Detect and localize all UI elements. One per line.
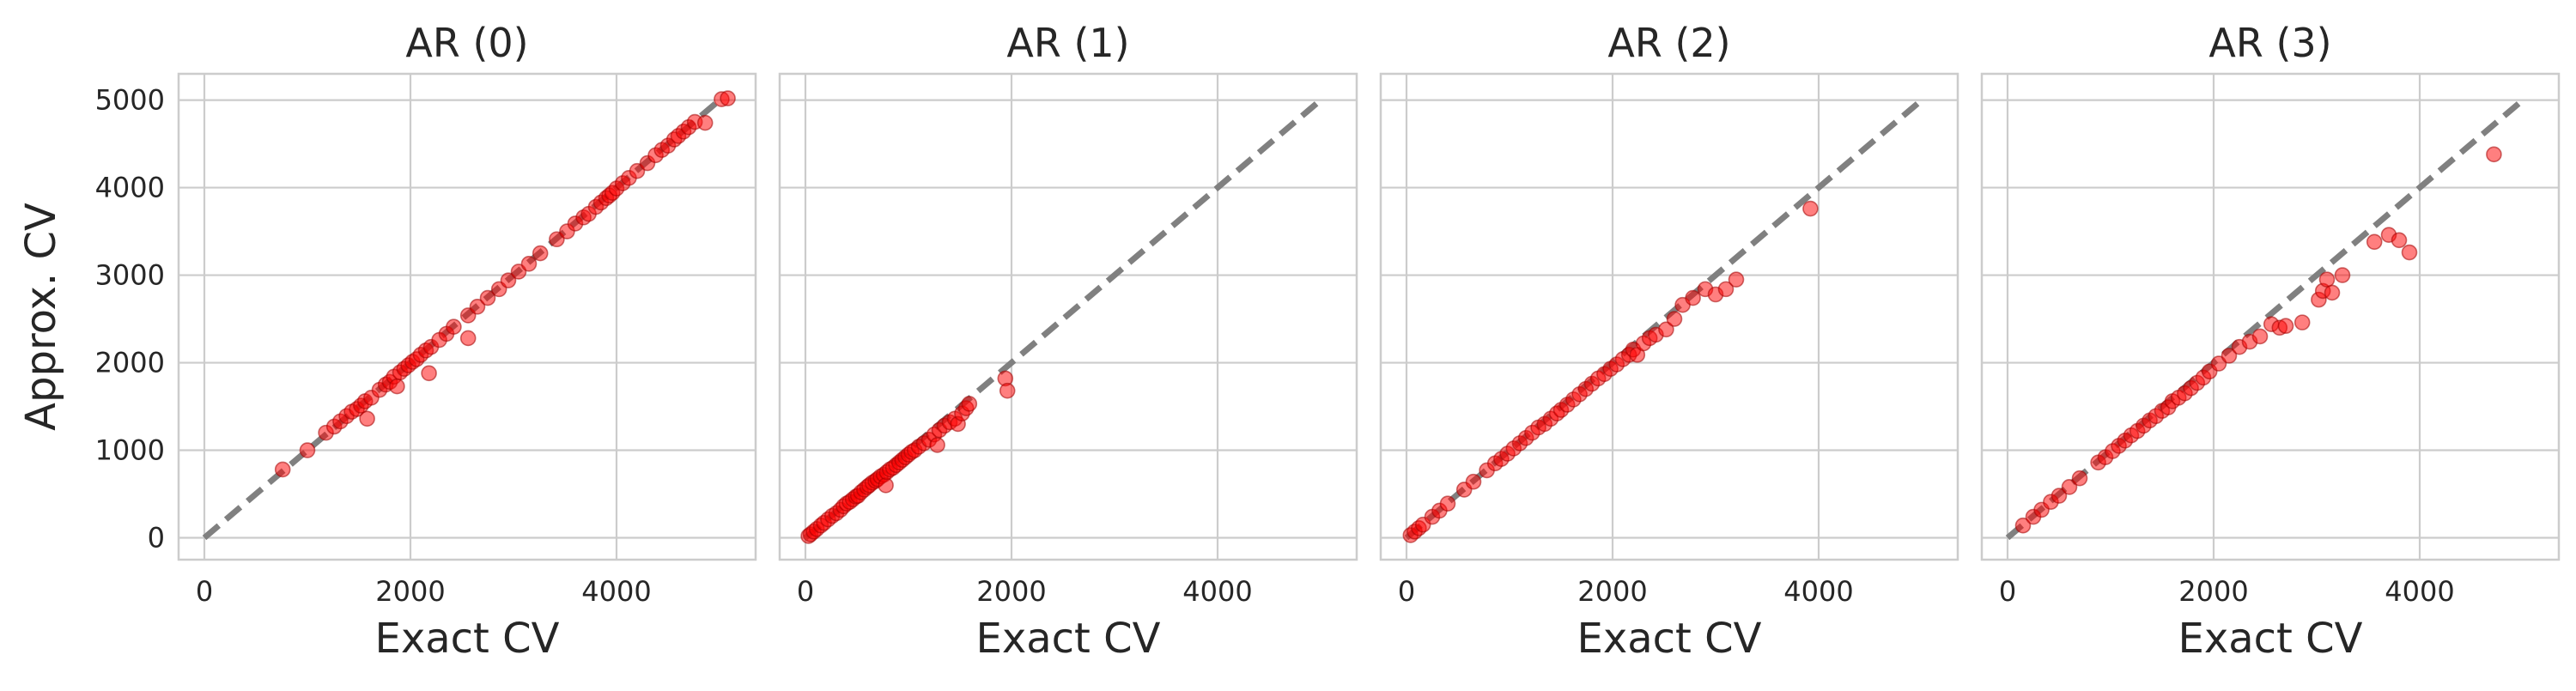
data-point: [2014, 517, 2032, 534]
y-tick-label: 1000: [95, 434, 165, 467]
data-point: [1439, 495, 1456, 512]
data-point: [532, 245, 549, 262]
x-tick-label: 2000: [2178, 575, 2248, 608]
panel-title: AR (3): [2208, 20, 2331, 66]
x-axis-label: Exact CV: [2178, 615, 2363, 663]
data-point: [389, 378, 405, 395]
data-point: [1717, 281, 1735, 298]
data-point: [720, 90, 736, 106]
data-point: [1465, 473, 1482, 490]
data-point: [1685, 289, 1701, 306]
x-tick-label: 0: [797, 575, 814, 608]
data-point: [1802, 200, 1819, 217]
data-point: [299, 442, 316, 458]
data-point: [2318, 271, 2336, 288]
data-point: [2366, 233, 2383, 251]
x-tick-label: 2000: [1577, 575, 1647, 608]
data-point: [1658, 321, 1674, 338]
y-tick-label: 3000: [95, 259, 165, 292]
data-point: [2486, 146, 2502, 163]
data-point: [1728, 271, 1745, 288]
data-point: [2071, 470, 2088, 487]
data-point: [2401, 244, 2418, 261]
data-point: [500, 272, 517, 288]
panel-2: AR (2) 0 2000 4000 Exact CV: [1379, 20, 1959, 663]
x-tick-label: 2000: [375, 575, 445, 608]
x-tick-label: 0: [1398, 575, 1415, 608]
data-point: [359, 410, 375, 427]
data-point: [469, 298, 486, 315]
data-point: [2050, 488, 2068, 504]
data-point: [1666, 311, 1683, 327]
x-tick-label: 0: [196, 575, 213, 608]
data-point: [520, 256, 538, 272]
x-tick-label: 0: [1999, 575, 2016, 608]
data-point: [479, 289, 496, 306]
x-tick-label: 2000: [976, 575, 1046, 608]
data-point: [274, 461, 291, 478]
data-point: [2293, 314, 2311, 330]
data-point: [421, 365, 437, 382]
x-tick-label: 4000: [581, 575, 651, 608]
panel-title: AR (1): [1006, 20, 1129, 66]
x-tick-label: 4000: [1783, 575, 1853, 608]
data-point: [999, 382, 1016, 399]
data-point: [2061, 479, 2078, 495]
panel-3: AR (3) 0 2000 4000 Exact CV: [1980, 20, 2561, 663]
panel-title: AR (0): [405, 20, 528, 66]
y-tick-label: 5000: [95, 84, 165, 117]
panel-title: AR (2): [1607, 20, 1730, 66]
data-point: [2251, 328, 2269, 345]
data-point: [696, 114, 714, 131]
x-axis-label: Exact CV: [976, 615, 1161, 663]
x-axis-label: Exact CV: [375, 615, 560, 663]
data-point: [929, 437, 945, 453]
data-point: [961, 396, 978, 412]
data-point: [459, 330, 477, 347]
x-tick-label: 4000: [1182, 575, 1252, 608]
data-point: [2391, 232, 2408, 249]
data-point: [2324, 284, 2341, 301]
data-point: [2334, 267, 2351, 283]
x-tick-label: 4000: [2385, 575, 2454, 608]
panel-1: AR (1) 0 2000 4000 Exact CV: [778, 20, 1358, 663]
y-tick-label: 0: [148, 522, 165, 555]
panel-0: AR (0) 0 2000 4000 0 1000 2000 3000 4000 5000 Exac…: [17, 20, 757, 663]
y-tick-label: 4000: [95, 172, 165, 204]
y-tick-label: 2000: [95, 347, 165, 379]
data-point: [2221, 348, 2238, 364]
data-point: [878, 477, 894, 494]
x-axis-label: Exact CV: [1577, 615, 1762, 663]
data-point: [2277, 318, 2294, 335]
y-axis-label: Approx. CV: [17, 203, 65, 431]
data-point: [446, 318, 462, 336]
